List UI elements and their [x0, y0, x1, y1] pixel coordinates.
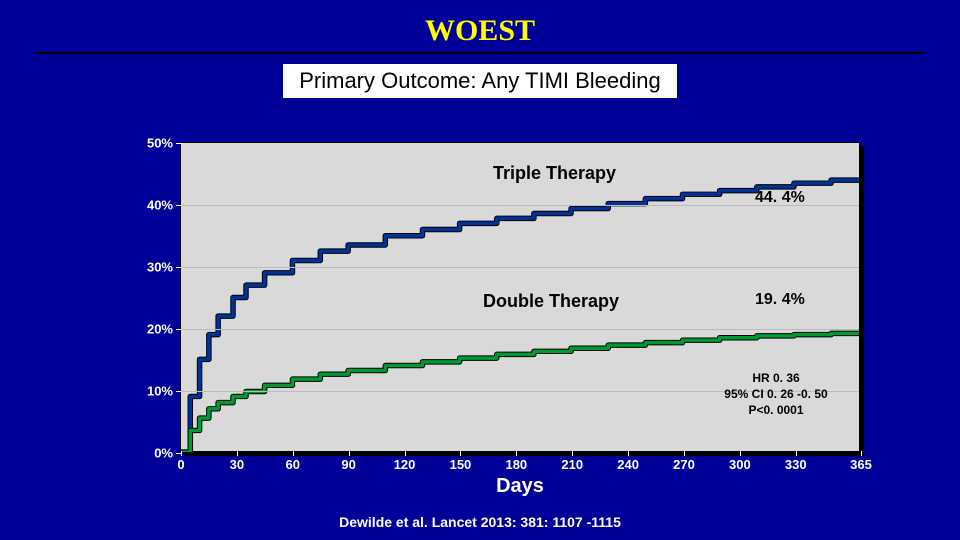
gridline: [181, 329, 859, 330]
stats-line: P<0. 0001: [701, 403, 851, 417]
subtitle: Primary Outcome: Any TIMI Bleeding: [283, 64, 677, 98]
y-tick-mark: [176, 267, 181, 268]
slide-title: WOEST: [0, 0, 960, 48]
series-label-double: Double Therapy: [483, 291, 619, 312]
x-tick-mark: [628, 451, 629, 456]
x-tick-mark: [293, 451, 294, 456]
x-tick-mark: [237, 451, 238, 456]
x-tick-mark: [516, 451, 517, 456]
y-tick-mark: [176, 391, 181, 392]
x-tick-mark: [684, 451, 685, 456]
stats-line: 95% CI 0. 26 -0. 50: [701, 387, 851, 401]
citation: Dewilde et al. Lancet 2013: 381: 1107 -1…: [0, 514, 960, 530]
x-tick-mark: [740, 451, 741, 456]
x-tick-mark: [796, 451, 797, 456]
x-tick-mark: [572, 451, 573, 456]
y-tick-mark: [176, 205, 181, 206]
x-tick-mark: [405, 451, 406, 456]
plot-area: Days 0%10%20%30%40%50%030609012015018021…: [180, 142, 860, 452]
x-tick-mark: [181, 451, 182, 456]
y-tick-mark: [176, 143, 181, 144]
x-tick-mark: [460, 451, 461, 456]
x-axis-label: Days: [496, 475, 544, 498]
km-chart: Days 0%10%20%30%40%50%030609012015018021…: [180, 142, 860, 452]
y-tick-mark: [176, 329, 181, 330]
x-tick-mark: [861, 451, 862, 456]
series-label-triple: Triple Therapy: [493, 163, 616, 184]
gridline: [181, 267, 859, 268]
series-endlabel-triple: 44. 4%: [755, 189, 805, 207]
series-endlabel-double: 19. 4%: [755, 291, 805, 309]
stats-line: HR 0. 36: [701, 371, 851, 385]
x-tick-mark: [349, 451, 350, 456]
